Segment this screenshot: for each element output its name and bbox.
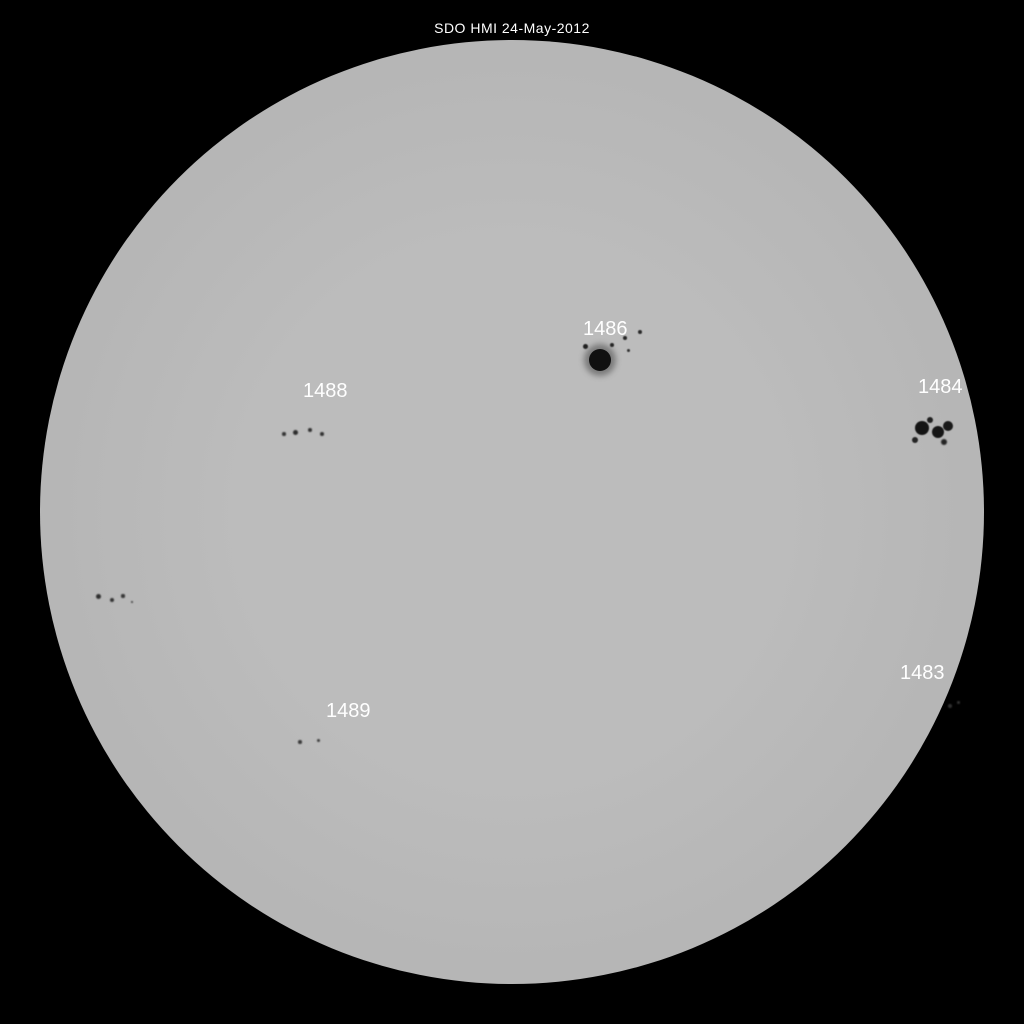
image-title: SDO HMI 24-May-2012 — [0, 20, 1024, 36]
solar-image-canvas: SDO HMI 24-May-2012 1486 1484 1488 1489 1483 — [0, 0, 1024, 1024]
region-label-1486: 1486 — [583, 318, 628, 341]
solar-disk — [40, 40, 984, 984]
sunspot-unlabeled-2 — [121, 594, 124, 597]
region-label-1483: 1483 — [900, 662, 945, 685]
sunspot-1486-6 — [627, 349, 630, 352]
region-label-1489: 1489 — [326, 700, 371, 723]
sunspot-1489-0 — [298, 740, 302, 744]
sunspot-1489-1 — [317, 739, 320, 742]
sunspot-1488-1 — [308, 428, 312, 432]
sunspot-1486-1 — [589, 349, 611, 371]
sunspot-1484-1 — [932, 426, 944, 438]
sunspot-1483-1 — [957, 701, 960, 704]
sunspot-1486-5 — [638, 330, 642, 334]
sunspot-unlabeled-0 — [96, 594, 101, 599]
sunspot-1484-4 — [912, 437, 918, 443]
region-label-1488: 1488 — [303, 380, 348, 403]
sunspot-1488-0 — [293, 430, 298, 435]
sunspot-1484-3 — [927, 417, 933, 423]
sunspot-1484-2 — [943, 421, 953, 431]
sunspot-1483-0 — [948, 704, 952, 708]
region-label-1484: 1484 — [918, 376, 963, 399]
sunspot-unlabeled-1 — [110, 598, 114, 602]
sunspot-1484-0 — [915, 421, 929, 435]
sunspot-1488-3 — [282, 432, 286, 436]
sunspot-1488-2 — [320, 432, 324, 436]
sunspot-1486-2 — [583, 344, 588, 349]
sunspot-1484-5 — [941, 439, 947, 445]
sunspot-1486-3 — [610, 343, 614, 347]
